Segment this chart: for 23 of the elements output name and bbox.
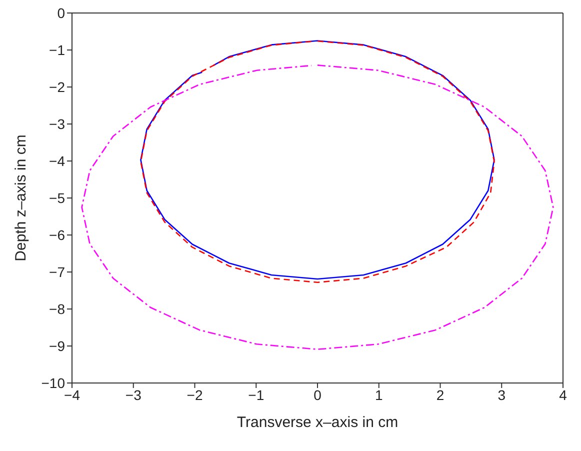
- line-series: [81, 64, 554, 350]
- x-tick-label: −1: [248, 386, 264, 403]
- y-tick-label: 0: [57, 4, 66, 21]
- x-axis-title: Transverse x–axis in cm: [236, 414, 398, 431]
- y-axis-title: Depth z–axis in cm: [12, 134, 30, 262]
- y-tick-label: −4: [49, 152, 66, 169]
- y-tick-label: −5: [49, 190, 66, 206]
- y-tick-label: −9: [49, 338, 66, 354]
- x-tick-label: 0: [314, 386, 322, 403]
- y-tick-label: −7: [49, 264, 66, 280]
- x-tick-label: 2: [436, 386, 444, 403]
- y-tick-label: −3: [49, 116, 66, 132]
- x-tick-label: 1: [374, 386, 383, 403]
- y-tick-label: −8: [49, 300, 66, 317]
- x-tick-label: 4: [559, 386, 568, 403]
- y-tick-label: −10: [41, 374, 66, 391]
- x-tick-label: −2: [186, 386, 203, 403]
- x-tick-label: 3: [498, 386, 506, 403]
- y-tick-label: −1: [49, 42, 66, 58]
- x-tick-label: −3: [125, 386, 142, 403]
- y-tick-label: −6: [49, 226, 66, 243]
- y-tick-label: −2: [49, 78, 66, 95]
- x-tick-label: −4: [64, 386, 80, 403]
